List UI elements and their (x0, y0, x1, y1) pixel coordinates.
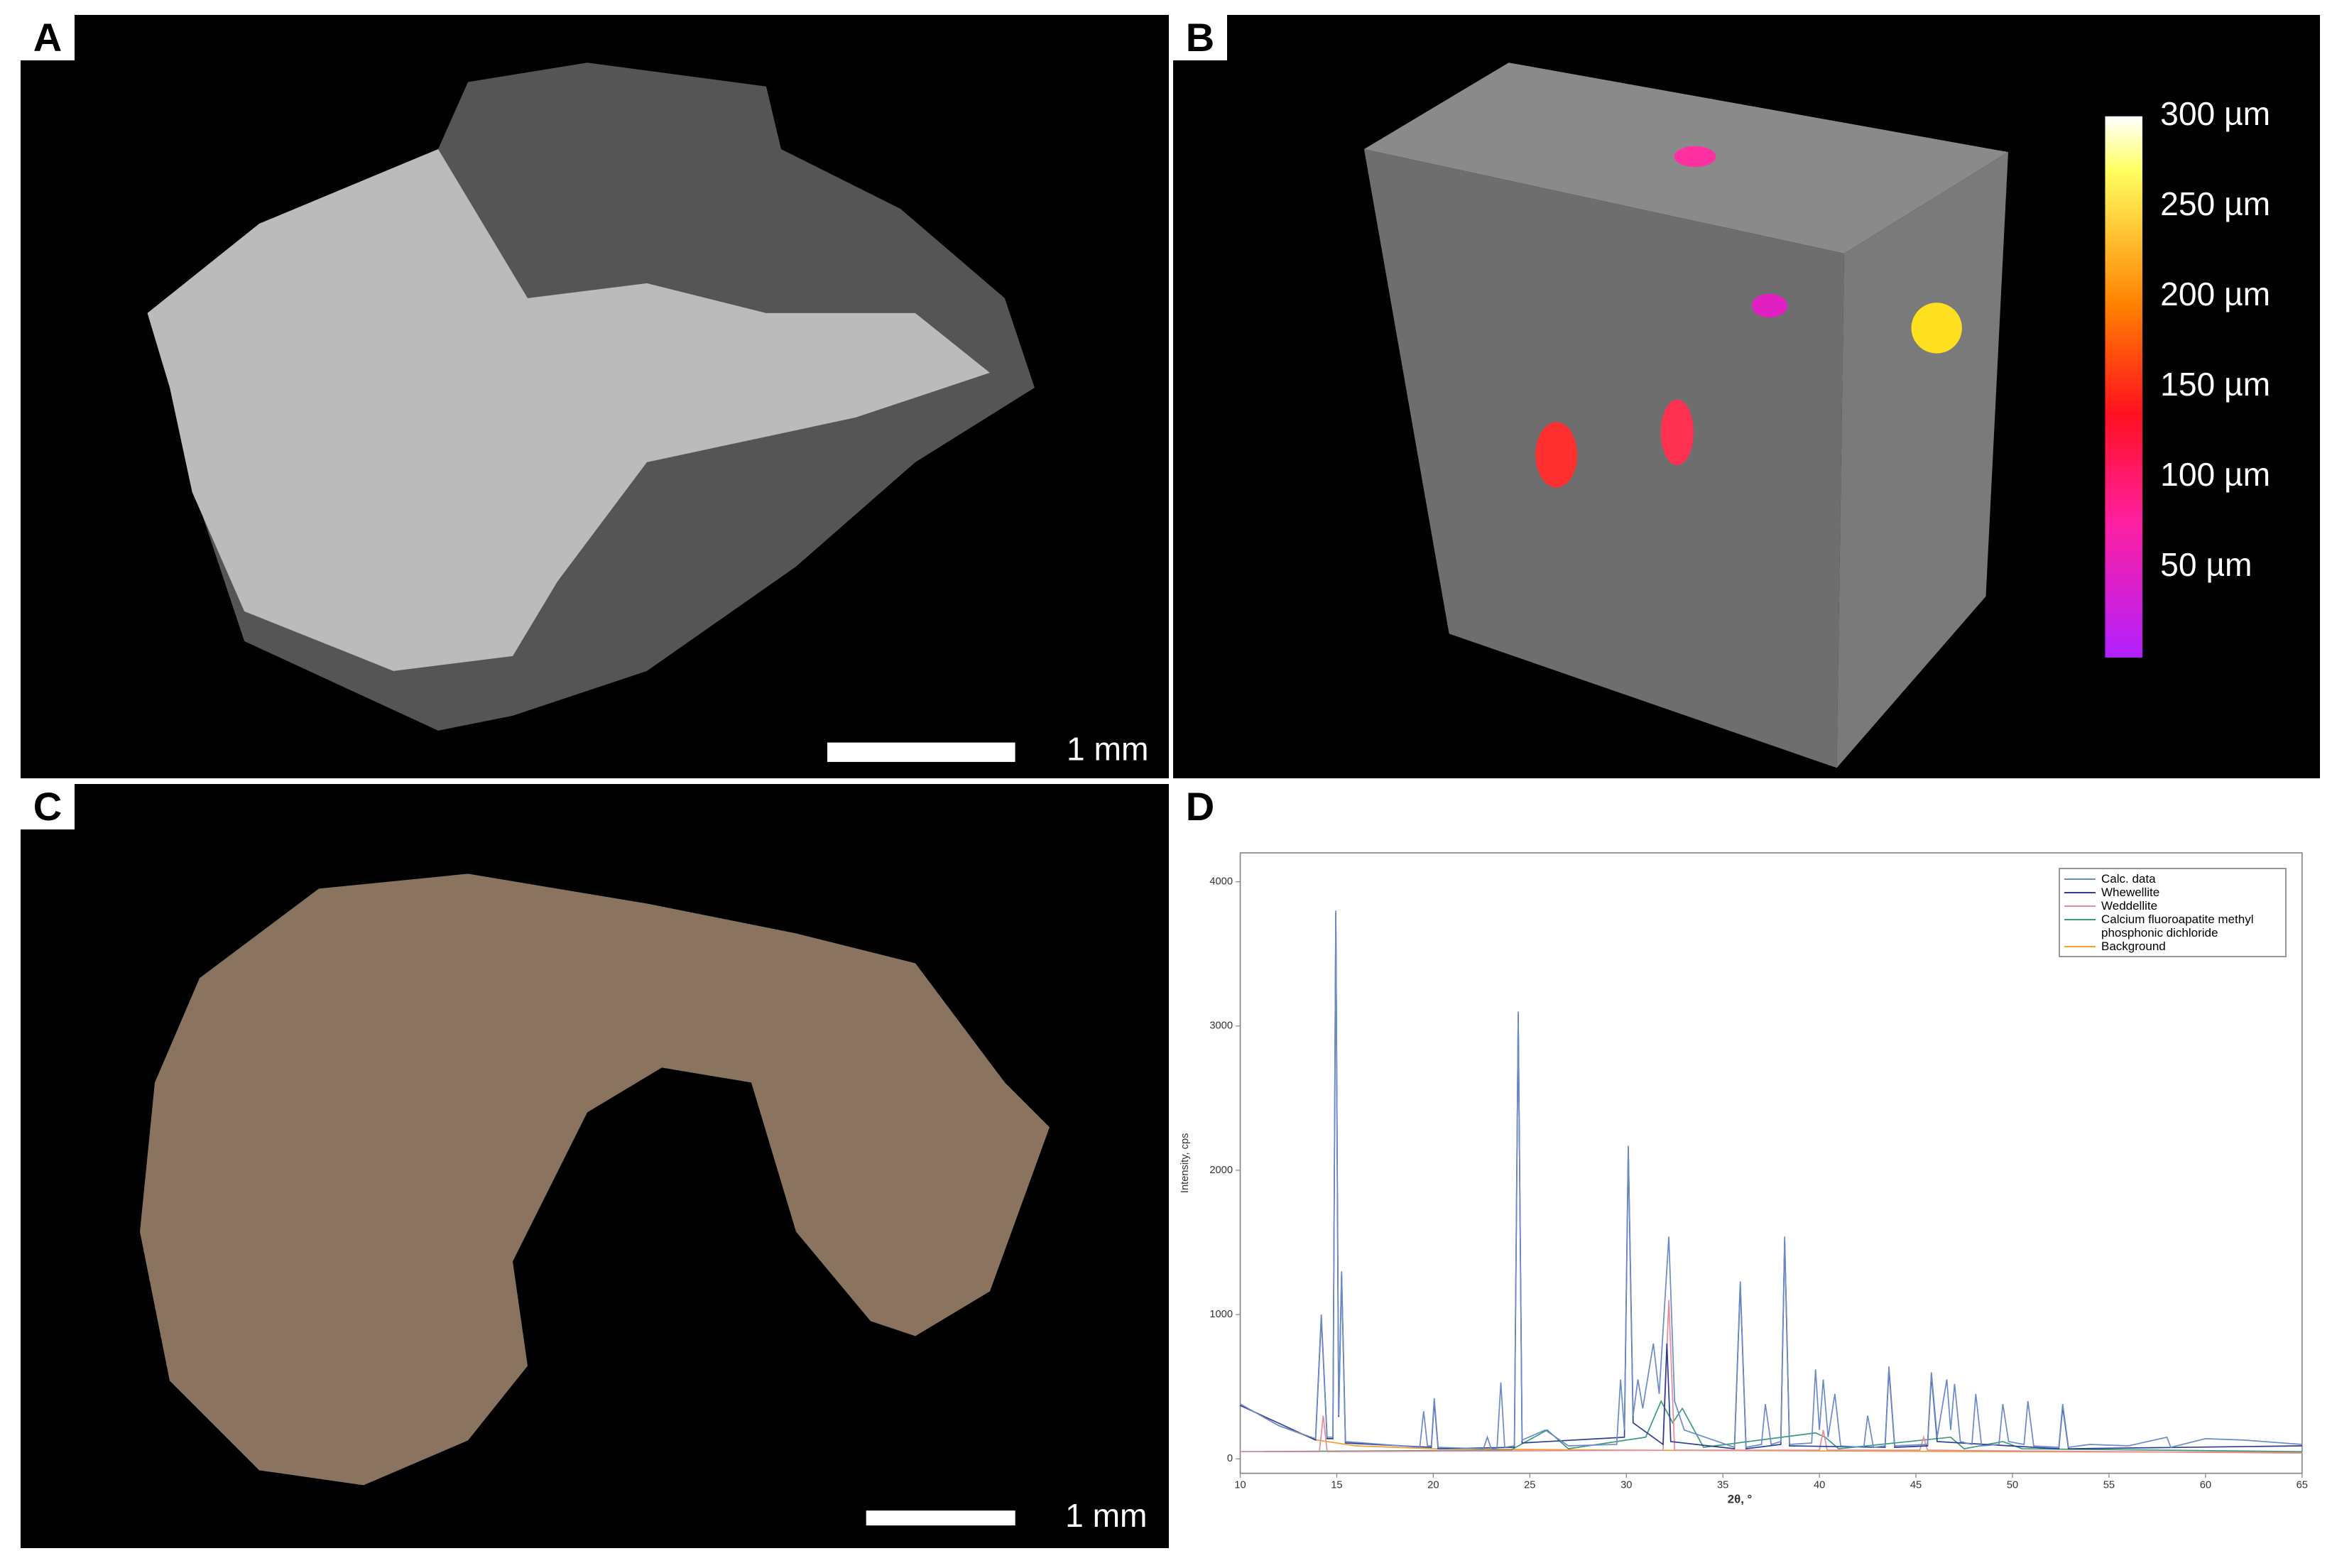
legend-item: Whewellite (2064, 886, 2281, 899)
legend: Calc. data Whewellite Weddellite Calcium fl… (2059, 868, 2287, 957)
legend-label: Calcium fluoroapatite methyl phosphonic … (2101, 913, 2254, 940)
pore (1660, 399, 1694, 466)
y-axis-label: Intensity, cps (1180, 1133, 1191, 1193)
colorbar-label: 300 µm (2160, 95, 2270, 132)
y-tick-label: 3000 (1209, 1020, 1233, 1032)
colorbar-label: 250 µm (2160, 185, 2270, 222)
y-tick-label: 4000 (1209, 876, 1233, 887)
series-line (1240, 910, 2302, 1449)
colorbar (2105, 116, 2142, 658)
legend-label: Whewellite (2101, 886, 2160, 899)
colorbar-label: 100 µm (2160, 456, 2270, 493)
cube-right (1836, 152, 2008, 768)
legend-item: Weddellite (2064, 899, 2281, 913)
pore (1674, 146, 1716, 168)
pore (1911, 303, 1962, 354)
plot-frame (1239, 852, 2303, 1474)
panel-label: A (21, 15, 75, 60)
series-line (1240, 1300, 2302, 1454)
scale-bar (866, 1510, 1015, 1526)
panel-label: B (1173, 15, 1227, 60)
legend-item: Calcium fluoroapatite methyl phosphonic … (2064, 913, 2281, 940)
legend-swatch (2064, 919, 2096, 920)
legend-label: Background (2101, 940, 2166, 953)
x-tick-label: 15 (1331, 1480, 1342, 1491)
panel-a: 1 mm A (21, 15, 1169, 778)
x-tick-label: 60 (2200, 1480, 2211, 1491)
legend-swatch (2064, 946, 2096, 947)
chart: 2θ, ° Intensity, cps 10 15 20 25 30 35 40 45 50 5… (1180, 852, 2308, 1506)
x-tick-label: 55 (2103, 1480, 2115, 1491)
y-tick-label: 1000 (1209, 1309, 1233, 1320)
series-line (1240, 1400, 2302, 1452)
x-tick-label: 10 (1234, 1480, 1246, 1491)
legend-swatch (2064, 878, 2096, 880)
pore (1751, 293, 1788, 318)
panel-label: C (21, 784, 75, 829)
ct-image: 1 mm (147, 62, 1149, 767)
x-tick-label: 35 (1717, 1480, 1728, 1491)
x-tick-label: 30 (1620, 1480, 1632, 1491)
legend-swatch (2064, 892, 2096, 893)
x-tick-label: 40 (1814, 1480, 1825, 1491)
ct-cube: 300 µm 250 µm 200 µm 150 µm 100 µm 50 µm (1363, 62, 2270, 768)
panel-label: D (1173, 784, 1227, 829)
panel-b: 300 µm 250 µm 200 µm 150 µm 100 µm 50 µm B (1173, 15, 2320, 778)
legend-label: Weddellite (2101, 899, 2158, 913)
legend-label: Calc. data (2101, 872, 2156, 886)
x-tick-label: 50 (2007, 1480, 2018, 1491)
x-tick-label: 45 (1910, 1480, 1922, 1491)
x-tick-label: 20 (1427, 1480, 1439, 1491)
x-tick-label: 65 (2297, 1480, 2308, 1491)
panel-c: 1 mm C (21, 784, 1169, 1548)
panel-d: 2θ, ° Intensity, cps 10 15 20 25 30 35 40 45 50 5… (1173, 784, 2320, 1548)
colorbar-label: 150 µm (2160, 366, 2270, 403)
legend-swatch (2064, 905, 2096, 907)
y-tick-label: 2000 (1209, 1165, 1233, 1176)
x-axis-label: 2θ, ° (1728, 1493, 1752, 1506)
scale-label: 1 mm (1067, 730, 1148, 767)
micrograph: 1 mm (140, 873, 1148, 1534)
pore (1535, 422, 1578, 488)
legend-item: Background (2064, 940, 2281, 953)
colorbar-label: 200 µm (2160, 276, 2270, 312)
colorbar-label: 50 µm (2160, 546, 2252, 583)
legend-item: Calc. data (2064, 872, 2281, 886)
stone-section (140, 873, 1050, 1486)
scale-label: 1 mm (1065, 1497, 1147, 1534)
series-line (1240, 913, 2302, 1450)
cube-left (1363, 148, 1845, 768)
rock-section (147, 148, 990, 671)
x-tick-label: 25 (1524, 1480, 1535, 1491)
y-tick-label: 0 (1227, 1453, 1233, 1464)
scale-bar (827, 742, 1015, 762)
